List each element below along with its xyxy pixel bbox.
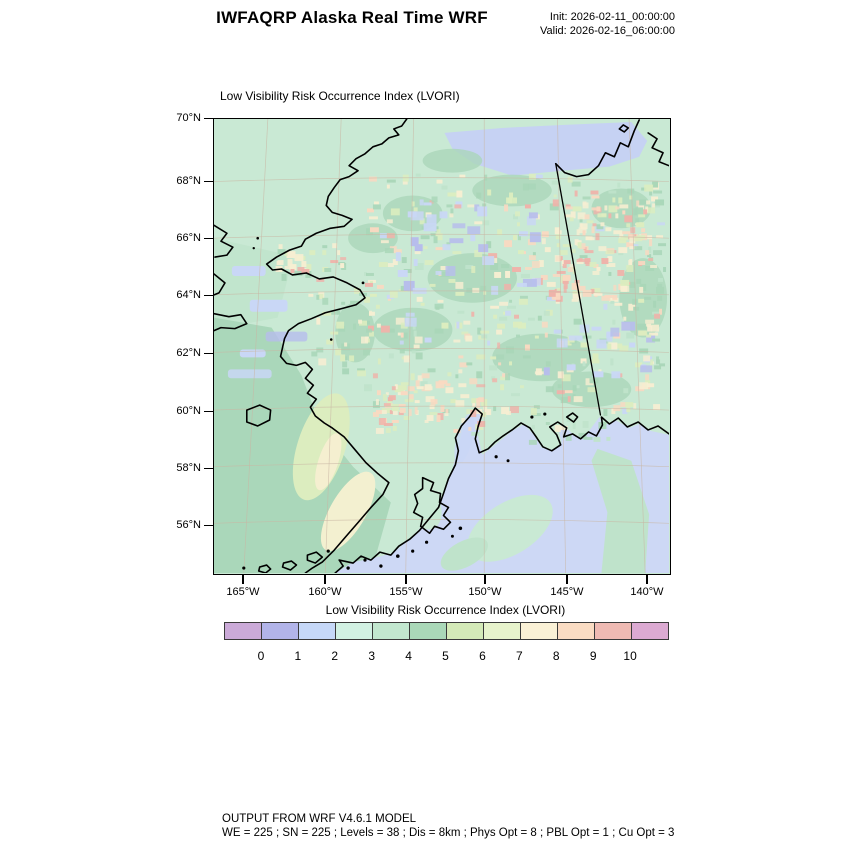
lat-tick-label: 64°N xyxy=(176,289,201,301)
lat-tick-label: 62°N xyxy=(176,347,201,359)
nunivak-island xyxy=(245,404,272,427)
russia-lobe-2 xyxy=(214,273,226,296)
valid-time-label: Valid: 2026-02-16_06:00:00 xyxy=(540,24,675,37)
footer-line-2: WE = 225 ; SN = 225 ; Levels = 38 ; Dis … xyxy=(222,827,675,839)
colorbar-tick-label: 0 xyxy=(257,649,265,663)
lat-tick-label: 56°N xyxy=(176,519,201,531)
colorbar-tick-label: 9 xyxy=(589,649,597,663)
lon-tick-mark xyxy=(324,575,326,584)
lat-tick-label: 66°N xyxy=(176,232,201,244)
map-subtitle: Low Visibility Risk Occurrence Index (LV… xyxy=(220,89,460,103)
colorbar-cell xyxy=(299,623,336,639)
colorbar-cell xyxy=(225,623,262,639)
lon-tick-mark xyxy=(405,575,407,584)
coast-ne-corner xyxy=(647,132,669,167)
lowland-streak xyxy=(292,393,350,501)
lon-tick-label: 165°W xyxy=(226,586,260,598)
lat-tick-label: 70°N xyxy=(176,112,201,124)
page-title: IWFAQRP Alaska Real Time WRF xyxy=(216,8,488,27)
aleutian-islet-3 xyxy=(257,564,272,573)
aleutian-islet-2 xyxy=(281,560,298,571)
model-config-note: OUTPUT FROM WRF V4.6.1 MODEL WE = 225 ; … xyxy=(222,812,674,840)
lat-tick-mark xyxy=(204,180,213,182)
lat-tick-mark xyxy=(204,237,213,239)
init-time-label: Init: 2026-02-11_00:00:00 xyxy=(549,11,675,23)
lat-tick-mark xyxy=(204,524,213,526)
model-run-times: Init: 2026-02-11_00:00:00 Valid: 2026-02… xyxy=(455,11,675,38)
lowland-streak-core xyxy=(315,433,342,491)
colorbar-title: Low Visibility Risk Occurrence Index (LV… xyxy=(325,603,566,617)
beaufort-sea-region xyxy=(444,121,648,176)
kodiak-island xyxy=(412,476,452,535)
colorbar-cell xyxy=(558,623,595,639)
lat-tick-label: 60°N xyxy=(176,405,201,417)
colorbar-tick-label: 1 xyxy=(294,649,302,663)
footer-line-1: OUTPUT FROM WRF V4.6.1 MODEL xyxy=(222,813,417,825)
colorbar-cell xyxy=(336,623,373,639)
lon-tick-mark xyxy=(566,575,568,584)
st-lawrence-island xyxy=(214,312,248,332)
lon-tick-label: 160°W xyxy=(308,586,342,598)
lat-tick-label: 68°N xyxy=(176,175,201,187)
lat-tick-mark xyxy=(204,294,213,296)
mackenzie-islet xyxy=(618,124,630,133)
colorbar-cell xyxy=(447,623,484,639)
lat-tick-mark xyxy=(204,352,213,354)
gulf-mint-patch xyxy=(467,494,553,562)
colorbar-tick-label: 10 xyxy=(623,649,637,663)
colorbar-cell xyxy=(262,623,299,639)
map-canvas xyxy=(213,118,671,575)
lon-tick-label: 140°W xyxy=(630,586,664,598)
coast-south-central xyxy=(334,407,669,573)
kodiak-mint-patch xyxy=(407,483,442,530)
lon-tick-label: 145°W xyxy=(550,586,584,598)
lat-tick-mark xyxy=(204,117,213,119)
colorbar-tick-label: 6 xyxy=(479,649,486,663)
pws-islet xyxy=(565,412,579,423)
lon-tick-label: 150°W xyxy=(468,586,502,598)
colorbar-cell xyxy=(410,623,447,639)
colorbar-tick-label: 3 xyxy=(368,649,375,663)
lowland-streak-2 xyxy=(320,471,376,552)
lon-tick-label: 155°W xyxy=(389,586,423,598)
coastlines xyxy=(214,119,669,573)
lvori-speckle-field xyxy=(275,173,667,445)
lon-tick-mark xyxy=(646,575,648,584)
coast-northeast xyxy=(554,119,640,178)
gulf-mint-patch-2 xyxy=(440,537,488,571)
small-islands xyxy=(242,236,547,570)
colorbar-tick-label: 7 xyxy=(515,649,523,663)
norton-sound-patches xyxy=(227,266,308,379)
colorbar-cell xyxy=(373,623,410,639)
colorbar-cell xyxy=(595,623,632,639)
lat-tick-mark xyxy=(204,467,213,469)
alaska-lvori-map xyxy=(214,119,669,573)
colorbar-tick-label: 2 xyxy=(331,649,339,663)
lon-tick-mark xyxy=(242,575,244,584)
lat-tick-mark xyxy=(204,410,213,412)
colorbar-tick-label: 8 xyxy=(552,649,560,663)
colorbar-cell xyxy=(484,623,521,639)
russia-lobe-1 xyxy=(214,224,234,258)
gulf-green-tongue xyxy=(591,448,650,573)
cook-inlet-water xyxy=(454,413,475,465)
alaska-canada-border xyxy=(555,163,602,416)
lon-tick-mark xyxy=(484,575,486,584)
graticule-lines xyxy=(214,119,669,573)
colorbar-tick-label: 4 xyxy=(405,649,412,663)
lat-tick-label: 58°N xyxy=(176,462,201,474)
colorbar-cell xyxy=(521,623,558,639)
aleutian-islet-1 xyxy=(306,551,324,564)
colorbar-tick-label: 5 xyxy=(442,649,449,663)
coast-west-arctic xyxy=(265,119,408,573)
colorbar xyxy=(224,622,669,640)
colorbar-cell xyxy=(632,623,668,639)
